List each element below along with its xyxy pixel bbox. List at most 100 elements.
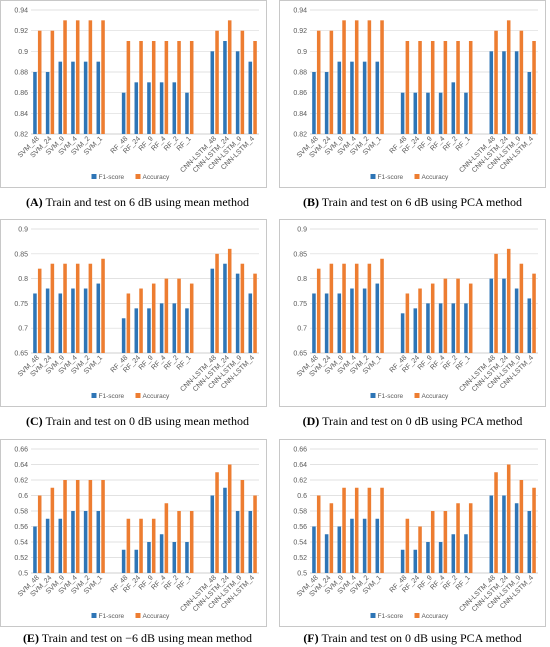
bar-f1-score bbox=[45, 72, 50, 134]
chart-panel-e: 0.5 0.52 0.54 0.56 0.58 0.6 0.62 0.64 0.66 SVM_48… bbox=[0, 439, 267, 627]
bar-f1-score bbox=[312, 526, 316, 573]
chart-panel-f: 0.5 0.52 0.54 0.56 0.58 0.6 0.62 0.64 0.66 SVM_48… bbox=[279, 439, 546, 627]
bar-accuracy bbox=[354, 20, 359, 134]
legend-swatch-f1-score bbox=[370, 174, 376, 179]
y-tick-label: 0.92 bbox=[14, 28, 28, 35]
bar-f1-score bbox=[210, 51, 215, 135]
y-tick-label: 0.85 bbox=[293, 251, 307, 258]
legend-swatch-accuracy bbox=[414, 174, 420, 179]
bar-f1-score bbox=[210, 495, 215, 573]
bar-accuracy bbox=[63, 480, 67, 573]
bar-f1-score bbox=[324, 293, 329, 353]
bar-f1-score bbox=[248, 511, 253, 573]
bar-f1-score bbox=[400, 549, 405, 573]
bar-accuracy bbox=[456, 503, 460, 573]
bar-f1-score bbox=[514, 288, 519, 353]
y-tick-label: 0.75 bbox=[14, 301, 28, 308]
bar-accuracy bbox=[177, 278, 181, 353]
bar-f1-score bbox=[426, 92, 430, 134]
y-tick-label: 0.84 bbox=[14, 111, 28, 118]
y-tick-label: 0.92 bbox=[293, 28, 307, 35]
bar-accuracy bbox=[151, 283, 156, 353]
chart-f: 0.50.520.540.560.580.60.620.640.66SVM_48… bbox=[293, 447, 538, 620]
bar-f1-score bbox=[400, 313, 405, 353]
bar-f1-score bbox=[172, 82, 177, 134]
caption-f: (F) Train and test on 0 dB using PCA met… bbox=[275, 631, 550, 646]
bar-accuracy bbox=[139, 518, 143, 573]
chart-e: 0.50.520.540.560.580.60.620.640.66SVM_48… bbox=[14, 447, 259, 620]
y-tick-label: 0.94 bbox=[293, 8, 307, 15]
bar-accuracy bbox=[468, 283, 473, 353]
bar-accuracy bbox=[88, 263, 93, 353]
bar-accuracy bbox=[227, 20, 232, 134]
bar-f1-score bbox=[375, 518, 380, 573]
bar-accuracy bbox=[494, 30, 498, 135]
bar-accuracy bbox=[342, 263, 346, 353]
legend-label-f1-score: F1-score bbox=[99, 393, 125, 400]
bar-f1-score bbox=[413, 308, 418, 353]
caption-text: Train and test on 6 dB using mean method bbox=[45, 195, 249, 209]
bar-accuracy bbox=[215, 30, 219, 135]
bar-f1-score bbox=[527, 298, 532, 353]
bar-accuracy bbox=[50, 30, 55, 135]
bar-f1-score bbox=[502, 278, 506, 353]
y-tick-label: 0.9 bbox=[18, 49, 28, 56]
chart-b: 0.820.840.860.880.90.920.94SVM_48SVM_24S… bbox=[293, 8, 538, 181]
bar-f1-score bbox=[426, 542, 430, 573]
y-tick-label: 0.54 bbox=[14, 540, 28, 547]
bar-accuracy bbox=[88, 480, 93, 573]
y-tick-label: 0.86 bbox=[14, 90, 28, 97]
bar-accuracy bbox=[164, 41, 169, 134]
bar-accuracy bbox=[151, 518, 156, 573]
y-tick-label: 0.84 bbox=[293, 111, 307, 118]
bar-accuracy bbox=[189, 41, 194, 134]
bar-f1-score bbox=[451, 303, 456, 353]
bar-accuracy bbox=[367, 263, 372, 353]
bar-f1-score bbox=[58, 61, 63, 134]
y-tick-label: 0.6 bbox=[297, 493, 307, 500]
bar-f1-score bbox=[413, 92, 418, 134]
bar-f1-score bbox=[223, 487, 227, 573]
bar-f1-score bbox=[121, 92, 126, 134]
bar-accuracy bbox=[253, 273, 257, 353]
legend-label-accuracy: Accuracy bbox=[422, 613, 449, 620]
bar-f1-score bbox=[147, 308, 151, 353]
bar-f1-score bbox=[147, 542, 151, 573]
bar-f1-score bbox=[375, 61, 380, 134]
x-tick-label: RF_1 bbox=[455, 354, 472, 371]
bar-accuracy bbox=[253, 495, 257, 573]
bar-accuracy bbox=[405, 293, 410, 353]
bar-f1-score bbox=[451, 82, 456, 134]
y-tick-label: 0.82 bbox=[14, 132, 28, 139]
y-tick-label: 0.54 bbox=[293, 540, 307, 547]
bar-f1-score bbox=[45, 518, 50, 573]
y-tick-label: 0.9 bbox=[18, 227, 28, 234]
y-tick-label: 0.64 bbox=[14, 462, 28, 469]
bar-accuracy bbox=[418, 526, 422, 573]
bar-f1-score bbox=[337, 61, 342, 134]
y-tick-label: 0.64 bbox=[293, 462, 307, 469]
legend-swatch-f1-score bbox=[91, 174, 97, 179]
y-tick-label: 0.58 bbox=[14, 509, 28, 516]
bar-accuracy bbox=[430, 511, 435, 573]
caption-label: (F) bbox=[303, 631, 319, 645]
caption-text: Train and test on 0 dB using PCA method bbox=[322, 414, 523, 428]
bar-accuracy bbox=[215, 253, 219, 353]
bar-f1-score bbox=[58, 518, 63, 573]
y-tick-label: 0.85 bbox=[14, 251, 28, 258]
bar-f1-score bbox=[514, 51, 519, 135]
bar-accuracy bbox=[342, 487, 346, 573]
bar-f1-score bbox=[527, 72, 532, 134]
bar-f1-score bbox=[350, 288, 354, 353]
y-tick-label: 0.6 bbox=[18, 493, 28, 500]
legend-swatch-f1-score bbox=[91, 393, 97, 398]
legend-swatch-f1-score bbox=[370, 393, 376, 398]
bar-f1-score bbox=[147, 82, 151, 134]
bar-accuracy bbox=[354, 487, 359, 573]
legend-label-f1-score: F1-score bbox=[378, 174, 404, 181]
bar-accuracy bbox=[316, 30, 321, 135]
caption-label: (C) bbox=[25, 414, 43, 428]
bar-f1-score bbox=[223, 263, 227, 353]
bar-f1-score bbox=[33, 72, 37, 134]
legend-label-f1-score: F1-score bbox=[99, 613, 125, 620]
